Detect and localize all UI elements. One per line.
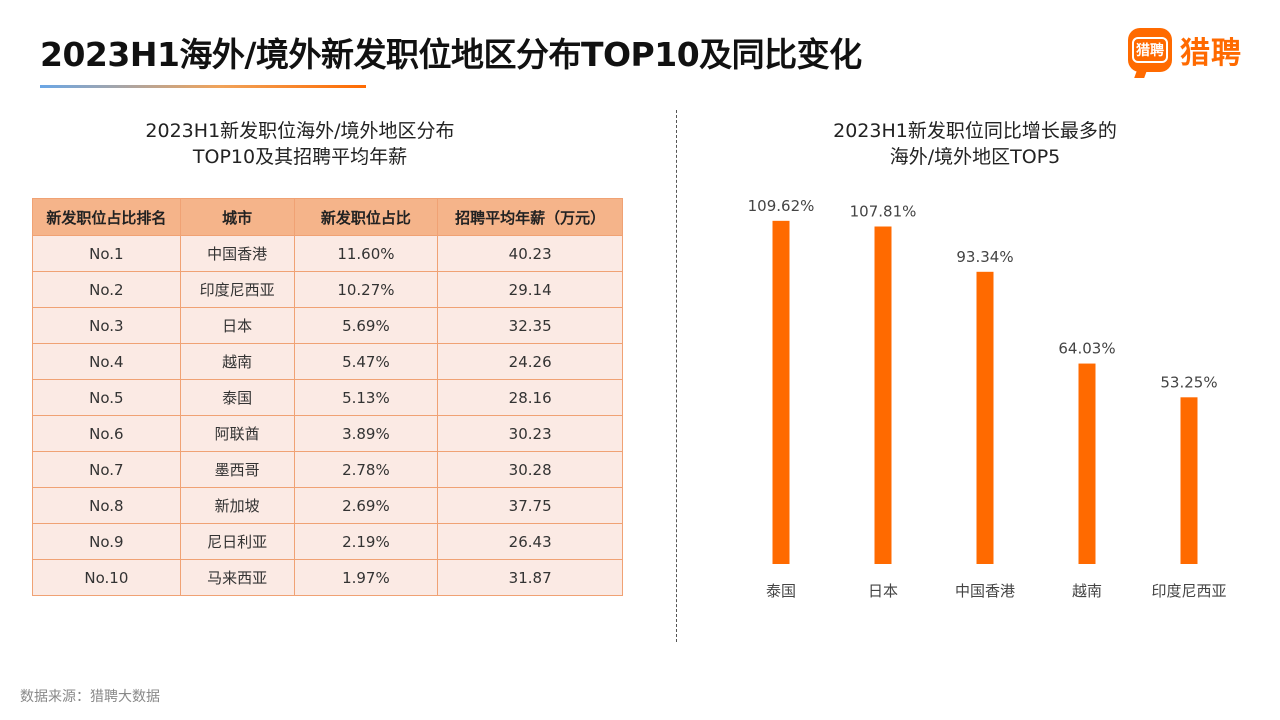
salary-cell: 37.75: [437, 487, 623, 524]
share-cell: 5.13%: [293, 379, 439, 416]
table-row: No.1 中国香港 11.60% 40.23: [32, 235, 623, 272]
salary-cell: 40.23: [437, 235, 623, 272]
rank-cell: No.5: [32, 379, 181, 416]
chart-heading: 2023H1新发职位同比增长最多的 海外/境外地区TOP5: [690, 118, 1260, 170]
column-divider: [676, 110, 677, 642]
logo-text: 猎聘: [1180, 36, 1242, 71]
value-label-4: 64.03%: [1058, 340, 1115, 358]
value-label-1: 109.62%: [748, 197, 815, 215]
city-cell: 尼日利亚: [179, 523, 295, 560]
bar-3: [976, 271, 994, 564]
salary-cell: 30.28: [437, 451, 623, 488]
data-source: 数据来源：猎聘大数据: [20, 689, 160, 705]
share-cell: 2.78%: [293, 451, 439, 488]
value-label-2: 107.81%: [850, 203, 917, 221]
rank-cell: No.3: [32, 307, 181, 344]
bar-4: [1078, 363, 1096, 564]
share-cell: 2.69%: [293, 487, 439, 524]
table-row: No.4 越南 5.47% 24.26: [32, 343, 623, 380]
bar-1: [772, 220, 790, 564]
rank-cell: No.10: [32, 559, 181, 596]
growth-bar-chart: 109.62% 泰国 107.81% 日本 93.34% 中国香港 64.03% 越南 53.2…: [748, 197, 1227, 600]
city-cell: 越南: [179, 343, 295, 380]
column-header-salary: 招聘平均年薪（万元）: [437, 198, 623, 236]
city-cell: 阿联酋: [179, 415, 295, 452]
table-row: No.3 日本 5.69% 32.35: [32, 307, 623, 344]
logo-badge-icon: 猎聘: [1128, 28, 1172, 72]
table-row: No.6 阿联酋 3.89% 30.23: [32, 415, 623, 452]
bar-5: [1180, 397, 1198, 564]
city-cell: 马来西亚: [179, 559, 295, 596]
chart-heading-line2: 海外/境外地区TOP5: [889, 146, 1061, 168]
table-heading: 2023H1新发职位海外/境外地区分布 TOP10及其招聘平均年薪: [32, 118, 568, 170]
category-label-1: 泰国: [766, 582, 796, 600]
table-row: No.7 墨西哥 2.78% 30.28: [32, 451, 623, 488]
city-cell: 墨西哥: [179, 451, 295, 488]
share-cell: 5.47%: [293, 343, 439, 380]
column-header-share: 新发职位占比: [293, 198, 439, 236]
title-underline: [40, 85, 366, 88]
bar-2: [874, 226, 892, 565]
share-cell: 1.97%: [293, 559, 439, 596]
brand-logo: 猎聘 猎聘: [1128, 27, 1242, 73]
rank-cell: No.7: [32, 451, 181, 488]
column-header-city: 城市: [179, 198, 295, 236]
city-cell: 印度尼西亚: [179, 271, 295, 308]
table-heading-line2: TOP10及其招聘平均年薪: [192, 146, 408, 168]
city-cell: 新加坡: [179, 487, 295, 524]
table-row: No.5 泰国 5.13% 28.16: [32, 379, 623, 416]
rank-cell: No.6: [32, 415, 181, 452]
table-heading-line1: 2023H1新发职位海外/境外地区分布: [145, 120, 455, 142]
share-cell: 3.89%: [293, 415, 439, 452]
value-label-5: 53.25%: [1160, 373, 1217, 391]
value-label-3: 93.34%: [956, 248, 1013, 266]
category-label-2: 日本: [868, 582, 898, 600]
category-label-4: 越南: [1072, 582, 1102, 600]
salary-cell: 28.16: [437, 379, 623, 416]
column-header-rank: 新发职位占比排名: [32, 198, 181, 236]
share-cell: 10.27%: [293, 271, 439, 308]
city-cell: 中国香港: [179, 235, 295, 272]
rank-cell: No.2: [32, 271, 181, 308]
rank-cell: No.9: [32, 523, 181, 560]
salary-cell: 29.14: [437, 271, 623, 308]
city-cell: 泰国: [179, 379, 295, 416]
table-row: No.10 马来西亚 1.97% 31.87: [32, 559, 623, 596]
salary-cell: 31.87: [437, 559, 623, 596]
city-cell: 日本: [179, 307, 295, 344]
chart-heading-line1: 2023H1新发职位同比增长最多的: [833, 120, 1117, 142]
salary-cell: 32.35: [437, 307, 623, 344]
page-title: 2023H1海外/境外新发职位地区分布TOP10及同比变化: [40, 35, 862, 74]
table-row: No.2 印度尼西亚 10.27% 29.14: [32, 271, 623, 308]
table-header-row: 新发职位占比排名 城市 新发职位占比 招聘平均年薪（万元）: [32, 198, 623, 236]
share-cell: 5.69%: [293, 307, 439, 344]
salary-cell: 24.26: [437, 343, 623, 380]
category-label-3: 中国香港: [955, 582, 1015, 600]
logo-badge-text: 猎聘: [1132, 37, 1168, 63]
rank-cell: No.4: [32, 343, 181, 380]
share-cell: 2.19%: [293, 523, 439, 560]
table-row: No.8 新加坡 2.69% 37.75: [32, 487, 623, 524]
ranking-table: 新发职位占比排名 城市 新发职位占比 招聘平均年薪（万元） No.1 中国香港 11…: [32, 198, 623, 596]
rank-cell: No.8: [32, 487, 181, 524]
salary-cell: 26.43: [437, 523, 623, 560]
table-row: No.9 尼日利亚 2.19% 26.43: [32, 523, 623, 560]
share-cell: 11.60%: [293, 235, 439, 272]
category-label-5: 印度尼西亚: [1151, 582, 1226, 600]
salary-cell: 30.23: [437, 415, 623, 452]
rank-cell: No.1: [32, 235, 181, 272]
